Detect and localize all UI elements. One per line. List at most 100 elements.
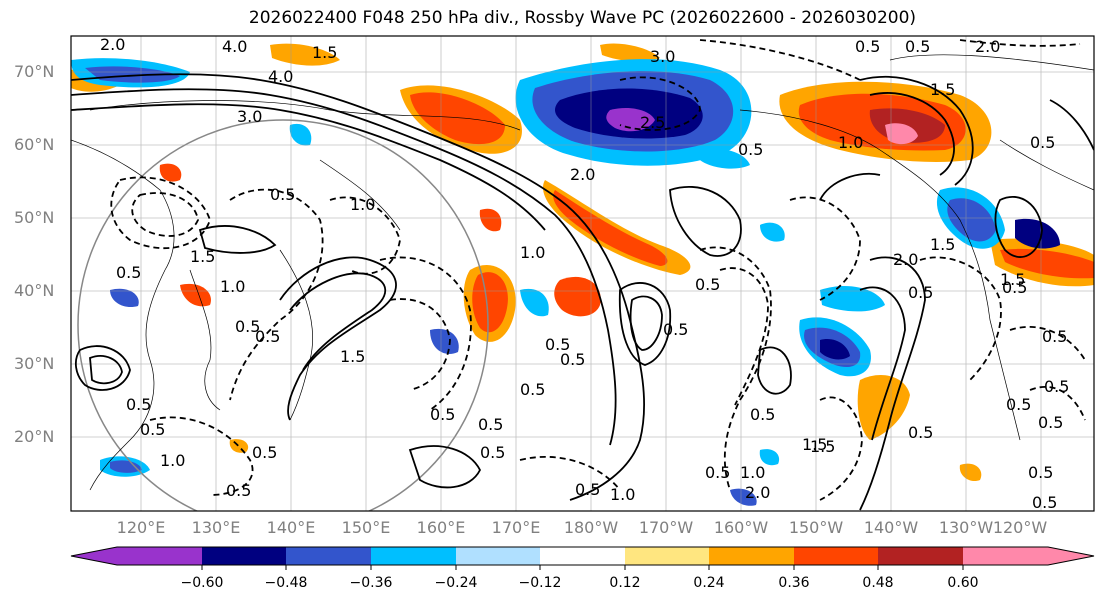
contour-label: 1.5: [930, 235, 955, 254]
positive-divergence-areas: [71, 43, 1094, 482]
colorbar-segment: [625, 547, 709, 565]
reference-circle: [77, 119, 489, 511]
contour-label: 0.5: [750, 405, 775, 424]
colorbar-tick-label: 0.48: [862, 575, 894, 591]
contour-label: 0.5: [1028, 463, 1053, 482]
contour-label: 0.5: [560, 350, 585, 369]
colorbar-segment: [286, 547, 371, 565]
contour-label: 0.5: [140, 420, 165, 439]
colorbar-tick-label: 0.36: [778, 575, 810, 591]
contour-label: 0.5: [126, 395, 151, 414]
solid-contours: [71, 73, 1094, 511]
contour-label: 2.0: [570, 165, 595, 184]
colorbar-tick-label: −0.48: [264, 575, 308, 591]
contour-label: 2.0: [893, 250, 918, 269]
contour-label: 0.5: [520, 380, 545, 399]
contour-label: 0.5: [226, 481, 251, 500]
contour-label: 0.5: [270, 185, 295, 204]
contour-label: 1.0: [610, 485, 635, 504]
contour-label: 2.5: [640, 113, 665, 132]
contour-label: 1.5: [190, 247, 215, 266]
contour-label: 0.5: [1038, 413, 1063, 432]
latitude-label: 30°N: [14, 354, 55, 373]
longitude-label: 130°E: [191, 518, 241, 537]
contour-label: 1.5: [930, 80, 955, 99]
contour-label: 0.5: [235, 317, 260, 336]
colorbar-segment: [456, 547, 540, 565]
longitude-label: 170°E: [491, 518, 541, 537]
contour-label: 0.5: [1006, 395, 1031, 414]
colorbar-segment: [794, 547, 878, 565]
colorbar-outline: [70, 546, 1095, 566]
colorbar-segment: [71, 547, 117, 565]
map-plot-area: 2.0 4.0 4.0 3.0 1.5 0.5 3.0 1.0 2.5 0.5 …: [71, 35, 1094, 511]
latitude-label: 50°N: [14, 208, 55, 227]
colorbar-segment: [117, 547, 202, 565]
longitude-label: 160°E: [416, 518, 466, 537]
colorbar-tick-label: 0.24: [693, 575, 725, 591]
contour-label: 0.5: [908, 283, 933, 302]
contour-label: 2.0: [975, 37, 1000, 56]
colorbar-segment: [709, 547, 794, 565]
contour-label: 1.0: [160, 451, 185, 470]
coastlines: [71, 54, 1094, 491]
contour-label: 0.5: [908, 423, 933, 442]
longitude-label: 170°W: [638, 518, 694, 537]
colorbar-tick-label: −0.36: [349, 575, 393, 591]
longitude-label: 130°W: [938, 518, 994, 537]
latitude-label: 20°N: [14, 427, 55, 446]
latitude-label: 60°N: [14, 135, 55, 154]
contour-label: 1.0: [350, 195, 375, 214]
contour-label: 1.0: [740, 463, 765, 482]
contour-label: 0.5: [695, 275, 720, 294]
dashed-contours: [110, 39, 1086, 501]
colorbar: [70, 546, 1095, 570]
contour-label: 1.5: [312, 43, 337, 62]
contour-label: 1.5: [802, 435, 827, 454]
contour-label: 1.5: [810, 437, 835, 456]
colorbar-segment: [540, 547, 625, 565]
contour-label: 0.5: [430, 405, 455, 424]
contour-label: 0.5: [1044, 377, 1069, 396]
colorbar-tick-label: 0.12: [609, 575, 641, 591]
contour-label: 3.0: [237, 107, 262, 126]
contour-label: 0.5: [480, 443, 505, 462]
contour-label: 0.5: [705, 463, 730, 482]
longitude-label: 160°W: [713, 518, 769, 537]
contour-label: 1.5: [340, 347, 365, 366]
contour-label: 0.5: [905, 37, 930, 56]
colorbar-segment: [1048, 547, 1094, 565]
map-frame: [70, 35, 1095, 512]
colorbar-segment: [371, 547, 456, 565]
contour-label: 0.5: [663, 320, 688, 339]
contour-labels: 2.0 4.0 4.0 3.0 1.5 0.5 3.0 1.0 2.5 0.5 …: [100, 35, 1069, 511]
contour-label: 0.5: [116, 263, 141, 282]
graticule: [71, 36, 1094, 511]
colorbar-segment: [202, 547, 286, 565]
contour-label: 0.5: [252, 443, 277, 462]
contour-label: 4.0: [222, 37, 247, 56]
longitude-label: 120°W: [992, 518, 1048, 537]
contour-label: 1.0: [520, 243, 545, 262]
latitude-label: 40°N: [14, 281, 55, 300]
contour-label: 0.5: [575, 480, 600, 499]
latitude-label: 70°N: [14, 62, 55, 81]
colorbar-tick-label: −0.60: [180, 575, 224, 591]
contour-label: 2.0: [100, 35, 125, 54]
contour-label: 0.5: [1002, 278, 1027, 297]
contour-label: 0.5: [855, 37, 880, 56]
colorbar-tick-label: 0.60: [947, 575, 979, 591]
contour-label: 3.0: [650, 47, 675, 66]
contour-label: 0.5: [1042, 327, 1067, 346]
colorbar-segment: [963, 547, 1048, 565]
contour-label: 0.5: [255, 327, 280, 346]
longitude-label: 140°E: [266, 518, 316, 537]
longitude-label: 150°E: [341, 518, 391, 537]
contour-label: 1.0: [220, 277, 245, 296]
colorbar-tick-label: −0.24: [434, 575, 478, 591]
longitude-label: 150°W: [788, 518, 844, 537]
contour-label: 0.5: [738, 140, 763, 159]
contour-label: 4.0: [268, 67, 293, 86]
longitude-label: 120°E: [116, 518, 166, 537]
